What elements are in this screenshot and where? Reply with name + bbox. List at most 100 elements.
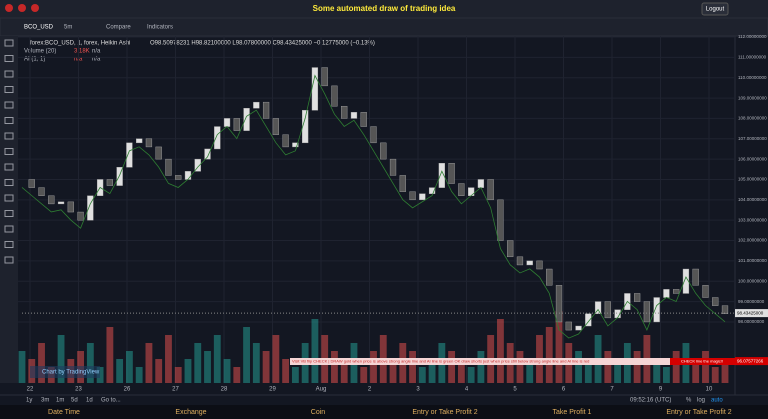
range-button[interactable]: 3m [41,398,49,404]
candle [302,110,309,144]
candle [136,138,143,144]
candle [184,171,192,180]
y-tick-label: 112.00000000 [738,34,767,39]
candle [38,187,45,196]
icon[interactable] [5,4,13,12]
candle [438,162,445,188]
percent-toggle[interactable]: % [686,398,692,404]
x-tick-label: 6 [562,387,566,393]
auto-toggle[interactable]: auto [711,398,723,404]
candle [370,126,377,144]
candle [468,187,475,196]
candle [282,134,289,148]
candle [116,167,123,186]
symbol[interactable]: BCO_USD [24,25,54,31]
tool-icon[interactable] [4,70,14,78]
interval[interactable]: 5m [64,25,72,31]
footer-link[interactable]: Take Profit 1 [553,409,592,416]
volume-bar [477,351,485,383]
y-tick-label: 109.00000000 [738,95,767,100]
tool-icon[interactable] [4,210,14,217]
candle [67,201,74,213]
candle [77,211,84,221]
candle [341,106,348,119]
range-button[interactable]: 1y [26,398,32,404]
candle [497,199,504,241]
candle [48,195,55,205]
footer-link[interactable]: Entry or Take Profit 2 [412,409,477,416]
tool-icon[interactable] [4,101,14,109]
footer-link[interactable]: Date Time [48,409,80,416]
candle [643,301,651,323]
volume-bar [711,367,719,383]
y-tick-label: 107.00000000 [738,136,767,141]
footer-link[interactable]: Exchange [175,409,206,416]
volume-bar [614,359,622,383]
candle [204,148,211,160]
tool-icon[interactable] [4,241,14,248]
x-tick-label: 9 [659,387,663,393]
volume-bar [174,367,182,383]
candle [673,289,680,294]
volume-bar [145,343,153,383]
y-tick-label: 102.00000000 [738,238,767,243]
candle [721,305,729,315]
watermark: Chart by TradingView [42,370,100,376]
x-tick-label: 10 [706,387,713,393]
legend-ai: AI (1, 1) [24,57,45,63]
tool-icon[interactable] [4,39,14,47]
tool-icon[interactable] [4,132,14,140]
logout-label[interactable]: Logout [706,7,725,13]
tool-icon[interactable] [4,179,14,186]
candle [448,162,455,184]
legend-ai-na: n/a [92,57,101,63]
tool-icon[interactable] [4,86,14,93]
tool-icon[interactable] [4,225,14,233]
volume-bar [497,319,504,383]
left-toolbar [0,36,18,383]
x-tick-label: 28 [221,387,228,393]
volume-bar [125,351,133,383]
volume-bar [389,359,397,383]
candle [575,325,582,331]
banner-right-text: CHECK line the magic!! [681,359,723,364]
tool-icon[interactable] [4,117,14,124]
tool-icon[interactable] [4,148,14,155]
footer-link[interactable]: Entry or Take Profit 2 [666,409,731,416]
footer-link[interactable]: Coin [311,409,326,416]
x-tick-label: 22 [27,387,34,393]
range-button[interactable]: 5d [71,398,78,404]
range-button[interactable]: 1m [56,398,64,404]
logout-button[interactable] [701,2,729,16]
y-tick-label: 108.00000000 [738,116,767,121]
icon[interactable] [18,4,26,12]
volume-bar [213,335,221,383]
compare[interactable]: Compare [106,25,131,31]
volume-bar [340,359,348,383]
x-tick-label: Aug [316,387,327,393]
candle [419,193,426,201]
tool-icon[interactable] [4,163,14,171]
range-button[interactable]: 1d [86,398,93,404]
candle [360,112,367,127]
candle [311,67,319,111]
volume-bar [575,351,582,383]
volume-bar [57,335,65,383]
log-toggle[interactable]: log [697,398,705,404]
tool-icons [4,39,14,264]
indicators[interactable]: Indicators [147,25,173,31]
candle [458,183,465,196]
icon[interactable] [31,4,39,12]
volume-bar [311,319,319,383]
tool-icon[interactable] [4,194,14,202]
range-button[interactable]: Go to... [101,398,121,404]
candle [272,118,279,135]
volume-bar [243,327,250,383]
tool-icon[interactable] [4,55,14,62]
banner-text: Visit VB flip CHECK | DRAW gold when pri… [292,359,589,364]
x-tick-label: 2 [368,387,372,393]
volume-bar [409,351,416,383]
candle [536,260,543,270]
tool-icon[interactable] [4,256,14,264]
volume-bar [662,367,670,383]
